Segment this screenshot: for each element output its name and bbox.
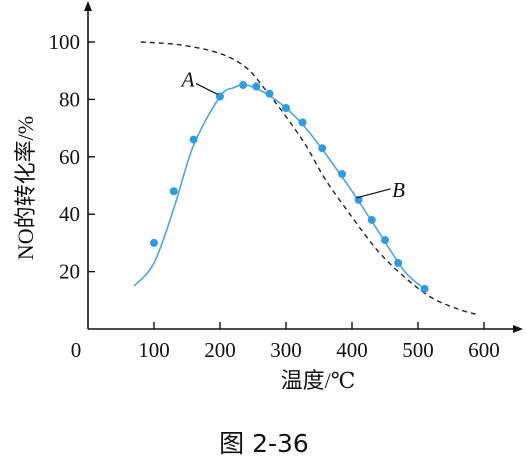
annotation-leader-line — [356, 188, 391, 199]
x-tick-label: 400 — [336, 338, 368, 362]
data-point — [239, 81, 248, 90]
y-tick-label: 20 — [59, 260, 80, 284]
data-point — [189, 135, 198, 144]
data-point — [381, 236, 389, 245]
fitted-curve — [133, 83, 426, 290]
annotation-label: B — [392, 178, 405, 202]
x-tick-label: 100 — [138, 338, 170, 362]
data-point — [338, 170, 347, 179]
x-axis-label: 温度/℃ — [281, 368, 356, 393]
data-point — [420, 284, 429, 293]
x-tick-label: 200 — [204, 338, 236, 362]
data-point — [169, 187, 178, 196]
y-tick-label: 80 — [59, 87, 80, 111]
annotation-label: A — [180, 68, 195, 92]
axes — [84, 1, 523, 333]
y-tick-label: 60 — [59, 145, 80, 169]
data-point — [282, 104, 290, 113]
x-tick-label: 600 — [468, 338, 500, 362]
y-tick-label: 100 — [49, 30, 81, 54]
y-ticks: 20 40 60 80 100 — [49, 30, 95, 284]
data-points — [150, 81, 429, 293]
annotation-leader-line — [195, 82, 219, 96]
data-point — [367, 215, 376, 224]
y-axis-label: NO的转化率/% — [13, 116, 38, 260]
origin-label: 0 — [71, 338, 82, 362]
x-tick-label: 300 — [270, 338, 302, 362]
data-point — [394, 258, 403, 267]
data-point — [298, 118, 307, 127]
data-point — [265, 89, 274, 98]
x-tick-label: 500 — [402, 338, 434, 362]
dashed-curve — [140, 41, 478, 316]
annotations: AB — [180, 68, 406, 202]
x-ticks: 100 200 300 400 500 600 — [138, 322, 500, 362]
y-tick-label: 40 — [59, 202, 80, 226]
figure-caption: 图 2-36 — [219, 429, 309, 458]
data-point — [252, 82, 261, 91]
data-point — [318, 144, 327, 153]
data-point — [150, 238, 158, 247]
